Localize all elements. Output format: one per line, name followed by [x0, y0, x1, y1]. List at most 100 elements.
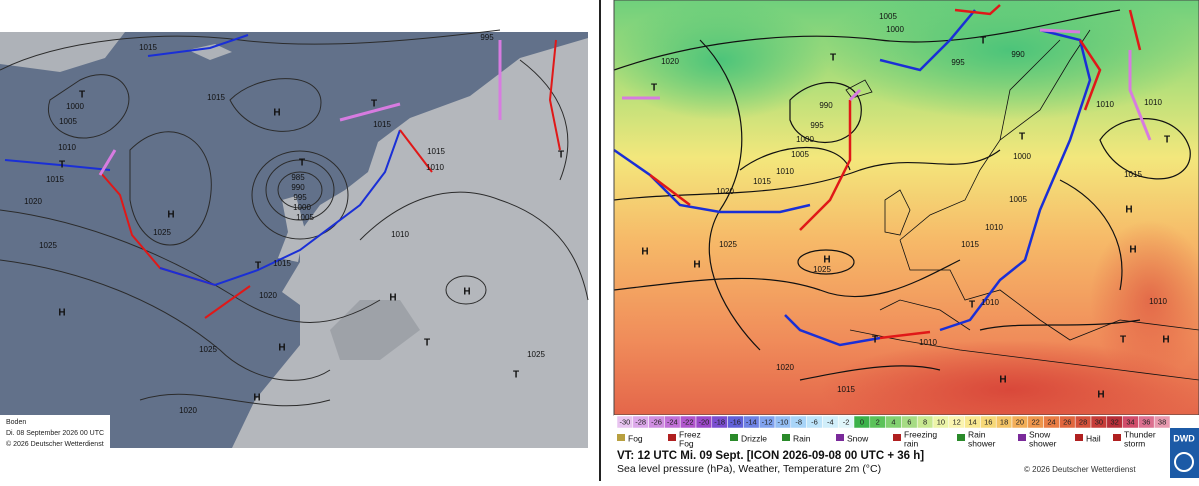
scale-label: 12 — [953, 417, 961, 426]
scale-label: 38 — [1158, 417, 1166, 426]
pressure-center: H — [999, 375, 1006, 386]
weather-label: Rain — [968, 429, 986, 439]
weather-icon — [893, 434, 901, 441]
scale-label: -18 — [714, 417, 725, 426]
weather-label: Thunder — [1124, 429, 1156, 439]
logo: DWD — [1173, 433, 1195, 443]
scale-label: -24 — [667, 417, 678, 426]
weather-icon — [668, 434, 676, 441]
scale-label: 16 — [984, 417, 992, 426]
weather-icon — [1075, 434, 1083, 441]
caption: © 2026 Deutscher Wetterdienst — [6, 440, 104, 448]
scale-label: 6 — [907, 417, 911, 426]
isobar-label: 1015 — [753, 177, 771, 186]
scale-label: 8 — [923, 417, 927, 426]
weather-label: Rain — [793, 433, 811, 443]
scale-label: -16 — [730, 417, 741, 426]
weather-label: Snow — [847, 433, 869, 443]
isobar-label: 1005 — [879, 12, 897, 21]
scale-cell — [1153, 415, 1171, 429]
isobar-label: 1000 — [293, 203, 311, 212]
scale-label: -6 — [811, 417, 818, 426]
isobar-label: 995 — [951, 58, 965, 67]
isobar-label: 1015 — [207, 93, 225, 102]
pressure-center: H — [641, 247, 648, 258]
isobar-label: 1015 — [1124, 170, 1142, 179]
pressure-center: H — [1162, 335, 1169, 346]
isobar-label: 1010 — [1096, 100, 1114, 109]
scale-label: 24 — [1047, 417, 1055, 426]
pressure-center: T — [371, 99, 377, 110]
scale-label: 2 — [876, 417, 880, 426]
scale-label: -30 — [619, 417, 630, 426]
scale-label: 20 — [1016, 417, 1024, 426]
isobar-label: 1020 — [259, 291, 277, 300]
scale-label: 10 — [937, 417, 945, 426]
scale-label: -4 — [827, 417, 834, 426]
weather-icon — [617, 434, 625, 441]
pressure-center: T — [424, 338, 430, 349]
isobar-label: 1005 — [296, 213, 314, 222]
pressure-center: H — [253, 393, 260, 404]
scale-label: 0 — [860, 417, 864, 426]
isobar-label: 1020 — [179, 406, 197, 415]
pressure-center: T — [558, 150, 564, 161]
isobar-label: 1010 — [1144, 98, 1162, 107]
scale-label: 32 — [1111, 417, 1119, 426]
weather-label: Freezing — [904, 429, 937, 439]
scale-label: 34 — [1126, 417, 1134, 426]
scale-label: 14 — [968, 417, 976, 426]
scale-label: -2 — [843, 417, 850, 426]
isobar-label: 1010 — [981, 298, 999, 307]
isobar-label: 1015 — [427, 147, 445, 156]
weather-label: Hail — [1086, 433, 1101, 443]
pressure-center: T — [1019, 132, 1025, 143]
copyright: © 2026 Deutscher Wetterdienst — [1024, 465, 1136, 474]
isobar-label: 1020 — [776, 363, 794, 372]
isobar-label: 1015 — [46, 175, 64, 184]
weather-label: shower — [1029, 438, 1057, 448]
weather-label: shower — [968, 438, 996, 448]
pressure-center: T — [830, 53, 836, 64]
isobar-label: 1020 — [661, 57, 679, 66]
isobar-label: 1025 — [813, 265, 831, 274]
weather-icon — [730, 434, 738, 441]
scale-label: 30 — [1095, 417, 1103, 426]
isobar-label: 1010 — [426, 163, 444, 172]
isobar-label: 1010 — [58, 143, 76, 152]
scale-label: -10 — [777, 417, 788, 426]
scale-label: -12 — [762, 417, 773, 426]
pressure-center: T — [969, 300, 975, 311]
scale-label: -28 — [635, 417, 646, 426]
pressure-center: T — [255, 261, 261, 272]
isobar-label: 990 — [291, 183, 305, 192]
pressure-center: T — [299, 158, 305, 169]
isobar-label: 1025 — [39, 241, 57, 250]
isobar-label: 1020 — [716, 187, 734, 196]
isobar-label: 995 — [810, 121, 824, 130]
pressure-center: H — [1129, 245, 1136, 256]
isobar-label: 1010 — [985, 223, 1003, 232]
pressure-center: T — [513, 370, 519, 381]
scale-label: 22 — [1032, 417, 1040, 426]
weather-label: storm — [1124, 438, 1145, 448]
scale-label: 26 — [1063, 417, 1071, 426]
isobar-label: 990 — [1011, 50, 1025, 59]
scale-label: -14 — [746, 417, 757, 426]
scale-label: -22 — [683, 417, 694, 426]
scale-label: -8 — [795, 417, 802, 426]
pressure-center: T — [651, 83, 657, 94]
isobar-label: 1010 — [1149, 297, 1167, 306]
isobar-label: 1015 — [139, 43, 157, 52]
pressure-center: H — [273, 108, 280, 119]
scale-label: 28 — [1079, 417, 1087, 426]
isobar-label: 995 — [293, 193, 307, 202]
isobar-label: 1025 — [199, 345, 217, 354]
pressure-center: T — [872, 335, 878, 346]
pressure-center: T — [1164, 135, 1170, 146]
isobar-label: 1015 — [837, 385, 855, 394]
scale-label: 4 — [891, 417, 895, 426]
weather-label: Freez — [679, 429, 701, 439]
weather-label: Drizzle — [741, 433, 767, 443]
